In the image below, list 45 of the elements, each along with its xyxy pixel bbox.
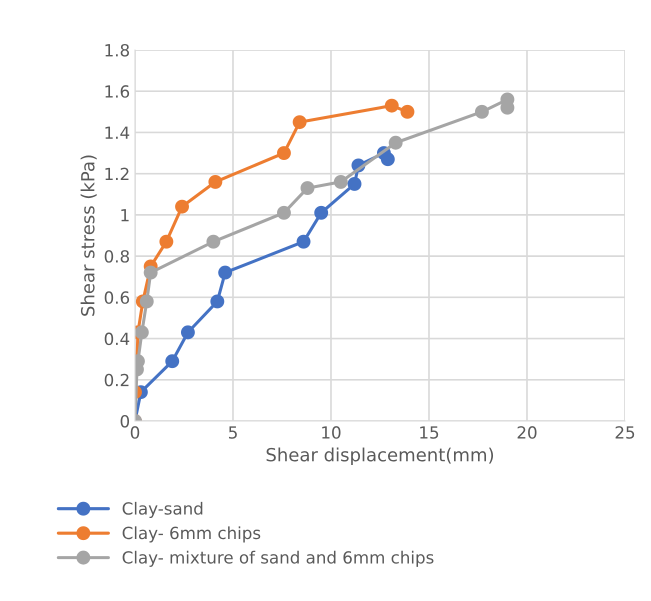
point [144, 266, 158, 280]
legend-label: Clay-sand [122, 502, 202, 518]
point [180, 325, 195, 340]
point [206, 234, 220, 249]
y-tick-label: 1.8 [105, 44, 129, 57]
y-tick-label: 1.6 [105, 85, 130, 98]
point [292, 115, 307, 130]
y-tick-label: 1 [121, 209, 129, 222]
point [300, 181, 314, 196]
legend-label: Clay- mixture of sand and 6mm chips [122, 550, 434, 567]
legend-label: Clay- 6mm chips [122, 526, 260, 542]
point [208, 174, 222, 189]
point [210, 294, 224, 308]
point [474, 104, 489, 119]
x-tick-label: 0 [130, 426, 140, 439]
point [218, 266, 232, 280]
x-tick-label: 10 [322, 426, 340, 439]
point [296, 234, 311, 249]
point [140, 294, 154, 308]
y-tick-label: 1.4 [105, 126, 130, 139]
point [175, 200, 189, 214]
point [334, 174, 348, 189]
y-tick-label: 0.2 [104, 374, 128, 386]
x-tick-label: 25 [616, 426, 634, 439]
x-tick-label: 15 [420, 426, 438, 439]
x-tick-label: 20 [518, 426, 536, 439]
y-tick-label: 1.2 [105, 168, 128, 180]
point [277, 206, 291, 220]
point [159, 234, 174, 249]
point [314, 206, 328, 220]
y-tick-label: 0.6 [104, 291, 130, 304]
x-tick-label: 5 [228, 426, 237, 439]
y-tick-label: 0.8 [104, 250, 129, 263]
point [384, 98, 399, 113]
point [348, 177, 362, 191]
x-axis-title: Shear displacement(mm) [266, 448, 494, 466]
point [165, 354, 180, 368]
point [400, 104, 414, 119]
point [277, 146, 291, 160]
point [388, 136, 403, 150]
y-tick-label: 0 [120, 414, 130, 428]
point [380, 152, 395, 166]
y-tick-label: 0.4 [104, 332, 130, 346]
point [135, 325, 149, 340]
y-axis-title: Shear stress (kPa) [80, 156, 97, 316]
